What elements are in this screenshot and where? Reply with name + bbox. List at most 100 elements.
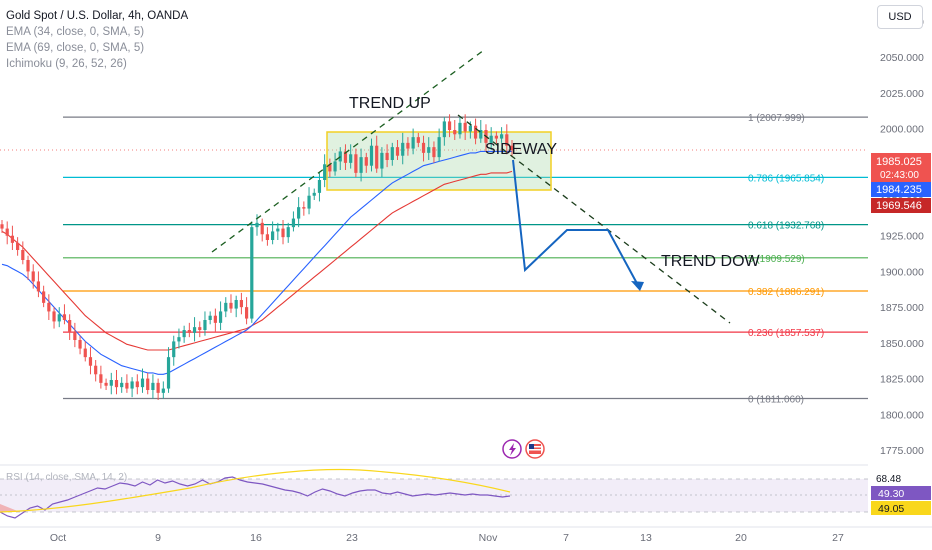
candle-body: [510, 145, 514, 150]
candle-body: [468, 125, 472, 132]
chart-legend: Gold Spot / U.S. Dollar, 4h, OANDA EMA (…: [6, 8, 188, 72]
candle-body: [47, 302, 51, 312]
candle-body: [302, 207, 306, 209]
price-tick: 1900.000: [880, 266, 924, 278]
candle-body: [203, 320, 207, 330]
ema34-price-label: 1984.235: [871, 182, 931, 197]
indicator-ema34[interactable]: EMA (34, close, 0, SMA, 5): [6, 26, 145, 38]
candle-body: [317, 180, 322, 193]
price-tick: 1775.000: [880, 445, 924, 457]
candle-body: [359, 157, 363, 173]
candle-body: [83, 348, 87, 358]
candle-body: [140, 378, 145, 388]
candle-body: [354, 154, 358, 173]
candle-body: [182, 330, 186, 338]
candle-body: [78, 340, 82, 349]
time-tick: 13: [640, 532, 652, 544]
fib-level-label: 0.382 (1886.291): [748, 287, 824, 298]
price-tick: 2050.000: [880, 52, 924, 64]
rsi-band: [0, 479, 868, 512]
candle-body: [135, 381, 139, 388]
annotation-sideway[interactable]: SIDEWAY: [485, 141, 557, 158]
ema-lines: [1, 150, 513, 375]
candle-body: [265, 234, 270, 240]
candle-body: [286, 227, 290, 238]
last-price-value: 1985.025: [876, 156, 922, 168]
price-tick: 2000.000: [880, 124, 924, 136]
fib-level-label: 0.786 (1965.854): [748, 173, 824, 184]
candle-body: [364, 157, 368, 166]
fib-level-label: 0.236 (1857.537): [748, 328, 824, 339]
projected-path[interactable]: [512, 159, 641, 290]
countdown-value: 02:43:00: [880, 170, 919, 181]
fib-level-label: 0 (1811.060): [748, 394, 804, 405]
rsi-tick-upper: 68.48: [876, 474, 901, 485]
candle-body: [239, 300, 243, 308]
projected-path-arrow: [631, 281, 644, 291]
indicator-ema69[interactable]: EMA (69, close, 0, SMA, 5): [6, 42, 145, 54]
candle-body: [442, 121, 446, 138]
ema69-line: [1, 170, 513, 351]
lightning-icon[interactable]: [502, 439, 522, 459]
fib-level-label: 0.618 (1932.768): [748, 221, 824, 232]
candle-body: [218, 311, 223, 323]
ema69-price-label: 1969.546: [871, 198, 931, 213]
candle-body: [213, 315, 217, 323]
currency-button[interactable]: USD: [877, 5, 923, 29]
candle-body: [52, 311, 56, 322]
time-tick: 9: [155, 532, 161, 544]
candle-body: [229, 302, 233, 309]
candle-body: [156, 382, 160, 393]
candle-body: [130, 381, 134, 389]
annotation-trend-up[interactable]: TREND UP: [349, 95, 431, 112]
candle-body: [177, 337, 181, 342]
candle-body: [234, 300, 238, 309]
candle-body: [323, 164, 327, 180]
candle-body: [255, 222, 259, 228]
candle-body: [276, 228, 280, 232]
candle-body: [125, 382, 129, 389]
candle-body: [375, 145, 379, 169]
time-tick: 20: [735, 532, 747, 544]
indicator-ichimoku[interactable]: Ichimoku (9, 26, 52, 26): [6, 58, 127, 70]
annotation-trend-down[interactable]: TREND DOW: [661, 253, 761, 270]
last-price-label: 1985.025 02:43:00: [871, 153, 931, 182]
candle-body: [10, 235, 15, 243]
time-axis[interactable]: Oct 9 16 23 Nov 7 13 20 27: [50, 532, 844, 544]
candle-body: [291, 218, 296, 228]
candle-body: [31, 271, 35, 282]
candle-body: [271, 231, 275, 240]
candle-body: [312, 192, 316, 196]
candle-body: [494, 135, 498, 139]
symbol-title[interactable]: Gold Spot / U.S. Dollar, 4h, OANDA: [6, 10, 189, 22]
candle-body: [281, 228, 285, 238]
candle-body: [244, 307, 249, 319]
candle-body: [187, 330, 191, 333]
candle-body: [447, 121, 452, 130]
candle-body: [224, 302, 228, 312]
fib-level-label: 1 (2007.999): [748, 113, 805, 124]
candle-body: [343, 151, 348, 163]
time-tick: 27: [832, 532, 844, 544]
candle-body: [94, 365, 98, 375]
fibonacci-retracement[interactable]: 1 (2007.999) 0.786 (1965.854) 0.618 (1932.…: [0, 113, 868, 405]
us-flag-icon[interactable]: [525, 439, 545, 459]
candle-body: [172, 341, 176, 358]
rsi-ma-value: 49.05: [878, 503, 904, 515]
trend-down-line[interactable]: [457, 114, 731, 324]
candle-body: [73, 331, 77, 340]
candle-body: [99, 374, 103, 383]
candle-body: [36, 281, 41, 292]
candle-body: [390, 147, 394, 160]
candle-body: [57, 314, 61, 322]
trend-up-line[interactable]: [211, 49, 485, 253]
rsi-line: [0, 476, 511, 519]
candle-body: [109, 380, 113, 386]
candle-body: [0, 224, 4, 229]
ema34-line: [1, 150, 512, 375]
candle-body: [499, 134, 504, 139]
candle-body: [307, 195, 311, 209]
rsi-pane[interactable]: 68.48 49.30 49.05: [0, 464, 931, 519]
fib-level-label: 5 (1909.529): [748, 254, 805, 265]
